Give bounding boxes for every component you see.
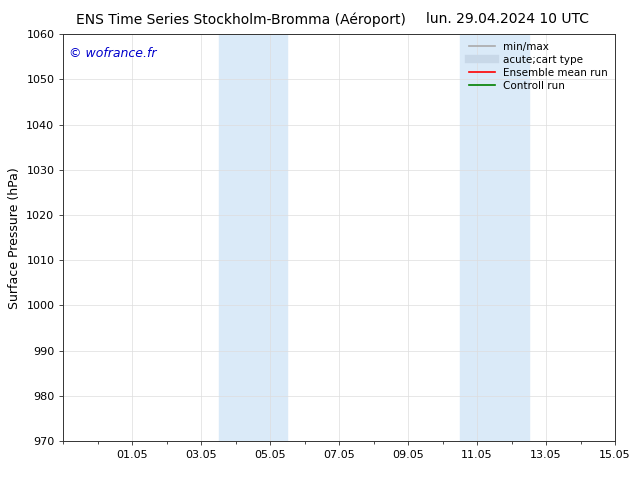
Y-axis label: Surface Pressure (hPa): Surface Pressure (hPa)	[8, 167, 21, 309]
Legend: min/max, acute;cart type, Ensemble mean run, Controll run: min/max, acute;cart type, Ensemble mean …	[464, 37, 612, 95]
Bar	[495, 34, 529, 441]
Bar	[219, 34, 253, 441]
Bar	[253, 34, 287, 441]
Text: ENS Time Series Stockholm-Bromma (Aéroport): ENS Time Series Stockholm-Bromma (Aéropo…	[76, 12, 406, 27]
Text: © wofrance.fr: © wofrance.fr	[69, 47, 157, 59]
Text: lun. 29.04.2024 10 UTC: lun. 29.04.2024 10 UTC	[425, 12, 589, 26]
Bar	[460, 34, 495, 441]
